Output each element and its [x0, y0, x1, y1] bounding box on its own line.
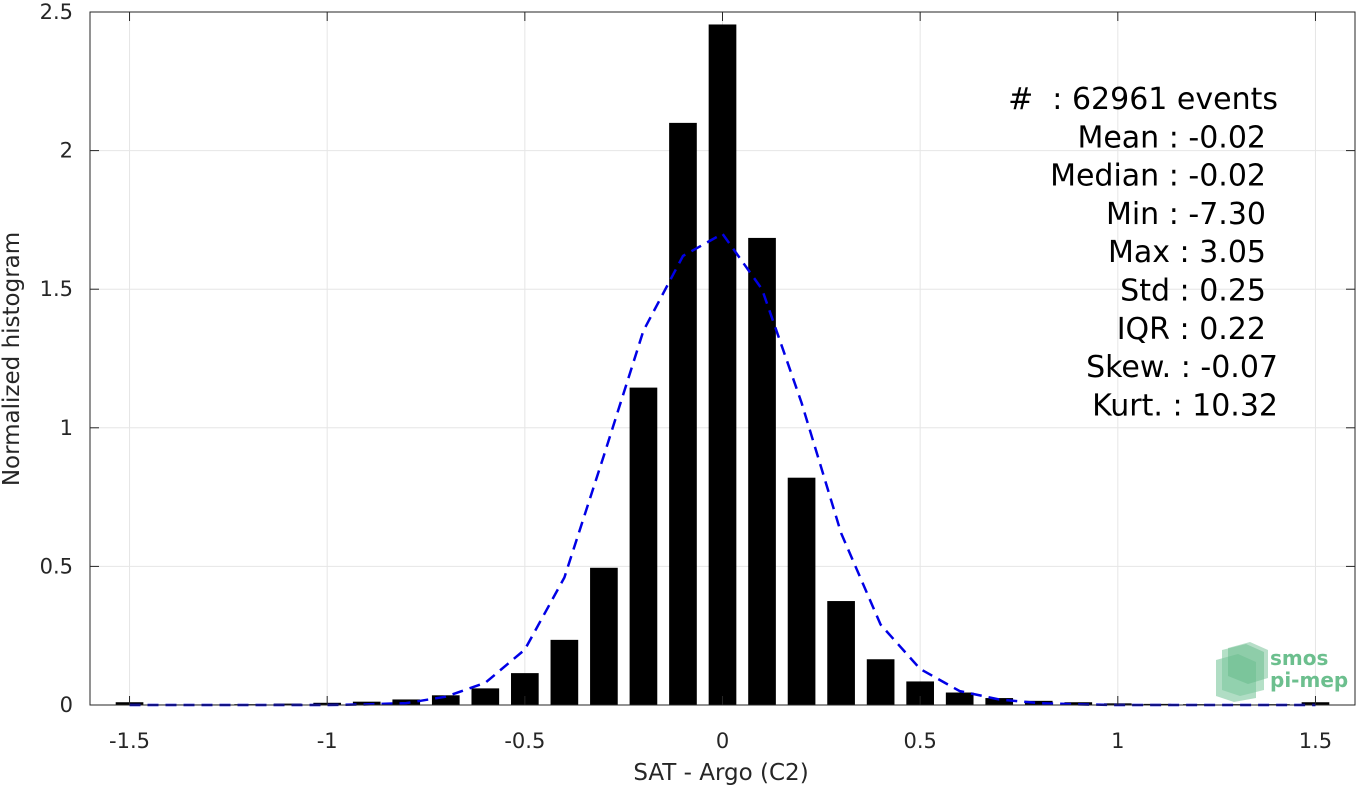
x-tick-label: 0 — [716, 729, 729, 753]
x-tick-label: 0.5 — [903, 729, 936, 753]
histogram-bar — [629, 387, 658, 705]
y-tick-label: 2.5 — [40, 0, 73, 24]
stat-line: Std : 0.25 — [1120, 274, 1266, 309]
x-tick-labels: -1.5 -1 -0.5 0 0.5 1 1.5 — [109, 729, 1332, 753]
y-tick-label: 0.5 — [40, 554, 73, 578]
y-tick-label: 0 — [60, 693, 73, 717]
logo-text-smos: smos — [1270, 646, 1328, 670]
smos-pi-mep-logo: smos pi-mep — [1216, 642, 1348, 702]
x-axis-label: SAT - Argo (C2) — [633, 760, 808, 786]
stat-line: Max : 3.05 — [1108, 235, 1266, 270]
x-tick-label: 1 — [1111, 729, 1124, 753]
stat-line: Mean : -0.02 — [1077, 120, 1266, 155]
y-tick-labels: 0 0.5 1 1.5 2 2.5 — [40, 0, 73, 717]
x-tick-label: -0.5 — [504, 729, 545, 753]
x-tick-label: -1.5 — [109, 729, 150, 753]
histogram-bar — [590, 567, 618, 705]
histogram-bar — [906, 681, 934, 705]
logo-text-pi-mep: pi-mep — [1270, 668, 1348, 692]
histogram-bar — [431, 695, 460, 705]
histogram-bar — [748, 237, 776, 705]
y-tick-label: 2 — [60, 139, 73, 163]
stat-line: IQR : 0.22 — [1117, 312, 1266, 347]
histogram-bar — [866, 659, 895, 705]
x-tick-label: 1.5 — [1299, 729, 1332, 753]
histogram-bar — [1024, 700, 1053, 705]
histogram-bar — [273, 703, 302, 705]
histogram-bar — [985, 698, 1014, 705]
logo-mark-icon — [1216, 642, 1268, 702]
x-tick-label: -1 — [317, 729, 338, 753]
y-axis-label: Normalized histogram — [0, 232, 25, 486]
stat-line: Skew. : -0.07 — [1086, 350, 1278, 385]
y-tick-label: 1.5 — [40, 277, 73, 301]
stat-line: Kurt. : 10.32 — [1092, 388, 1278, 423]
histogram-bar — [708, 24, 737, 706]
histogram-bar — [787, 477, 816, 705]
stat-line: Min : -7.30 — [1106, 197, 1266, 232]
y-tick-label: 1 — [60, 416, 73, 440]
histogram-bar — [945, 692, 974, 705]
stat-line: Median : -0.02 — [1050, 159, 1266, 194]
axis-ticks — [90, 11, 1355, 706]
histogram-bar — [471, 688, 500, 705]
histogram-bar — [550, 639, 579, 705]
histogram-bar — [827, 601, 855, 705]
histogram-bar — [669, 122, 697, 705]
stat-line: # : 62961 events — [1008, 82, 1278, 117]
